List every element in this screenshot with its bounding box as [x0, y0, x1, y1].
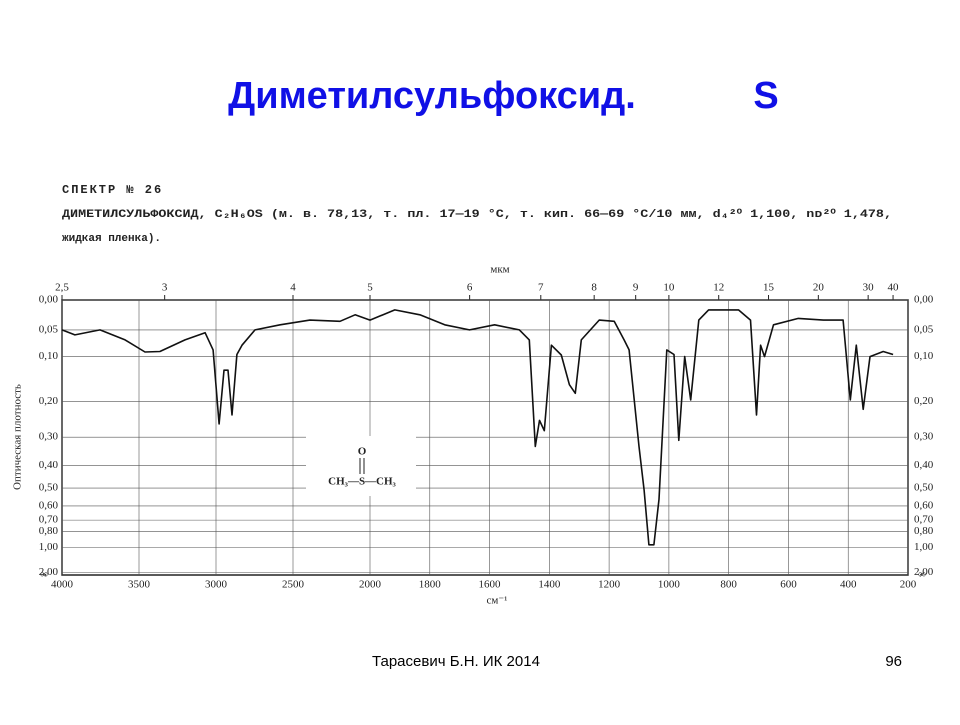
- top-axis-label: мкм: [490, 264, 509, 276]
- top-tick-label: 8: [591, 282, 597, 294]
- top-tick-label: 15: [763, 282, 775, 294]
- top-tick-label: 2,5: [55, 282, 69, 294]
- x-tick-label: 1200: [598, 579, 621, 591]
- y-tick-label: 1,00: [39, 541, 59, 553]
- y-tick-label: 0,70: [39, 514, 59, 526]
- x-tick-label: 600: [780, 579, 797, 591]
- y-tick-label: 0,40: [39, 459, 59, 471]
- y-tick-label: 0,60: [39, 499, 59, 511]
- y-tick-label-right: 0,10: [914, 350, 934, 362]
- y-tick-label-right: 0,60: [914, 499, 934, 511]
- x-tick-label: 2500: [282, 579, 305, 591]
- y-bottom-label: ∞: [40, 569, 48, 581]
- top-tick-label: 30: [863, 282, 875, 294]
- x-tick-label: 3000: [205, 579, 228, 591]
- x-tick-label: 1400: [538, 579, 561, 591]
- x-tick-label: 800: [720, 579, 737, 591]
- y-tick-label-right: 0,30: [914, 431, 934, 443]
- x-tick-label: 400: [840, 579, 857, 591]
- y-tick-label: 0,30: [39, 431, 59, 443]
- y-tick-label-right: 1,00: [914, 541, 934, 553]
- y-tick-label: 0,20: [39, 395, 59, 407]
- caption-line: жидкая пленка).: [62, 233, 161, 245]
- structure-box: [306, 436, 416, 496]
- top-tick-label: 4: [290, 282, 296, 294]
- top-tick-label: 6: [467, 282, 473, 294]
- y-tick-label-right: 2,00: [914, 566, 934, 578]
- x-axis-label: см⁻¹: [487, 595, 508, 607]
- footer-page: 96: [885, 653, 902, 670]
- spectrum-line: [61, 309, 894, 546]
- y-tick-label-right: 0,00: [914, 294, 934, 306]
- y-tick-label-right: 0,40: [914, 459, 934, 471]
- plot-frame: [61, 299, 909, 576]
- structure-oxygen: O: [358, 446, 367, 458]
- title-symbol: S: [753, 75, 778, 117]
- y-tick-label: 0,00: [39, 294, 59, 306]
- top-tick-label: 10: [663, 282, 675, 294]
- y-tick-label-right: 0,80: [914, 525, 934, 537]
- top-tick-label: 40: [888, 282, 900, 294]
- y-bottom-label-right: ∞: [918, 569, 926, 581]
- top-tick-label: 9: [633, 282, 639, 294]
- x-tick-label: 2000: [359, 579, 382, 591]
- x-tick-label: 3500: [128, 579, 151, 591]
- y-tick-label: 0,10: [39, 350, 59, 362]
- y-tick-label: 0,50: [39, 482, 59, 494]
- y-axis-label: Оптическая плотность: [12, 384, 24, 490]
- caption-line: ДИМЕТИЛСУЛЬФОКСИД, C₂H₆OS (м. в. 78,13, …: [62, 208, 892, 221]
- y-tick-label: 0,80: [39, 525, 59, 537]
- x-tick-label: 1000: [658, 579, 681, 591]
- y-tick-label-right: 0,50: [914, 482, 934, 494]
- x-tick-label: 1800: [419, 579, 442, 591]
- top-tick-label: 12: [713, 282, 724, 294]
- y-tick-label-right: 0,20: [914, 395, 934, 407]
- top-tick-label: 3: [162, 282, 168, 294]
- top-tick-label: 20: [813, 282, 825, 294]
- structure-formula: CH₃—S—CH₃: [328, 476, 396, 488]
- y-tick-label-right: 0,05: [914, 323, 934, 335]
- x-tick-label: 4000: [51, 579, 74, 591]
- y-tick-label: 2,00: [39, 566, 59, 578]
- x-tick-label: 200: [900, 579, 917, 591]
- y-tick-label-right: 0,70: [914, 514, 934, 526]
- top-tick-label: 5: [367, 282, 373, 294]
- title: Диметилсульфоксид.: [228, 75, 636, 117]
- top-tick-label: 7: [538, 282, 544, 294]
- footer-author: Тарасевич Б.Н. ИК 2014: [372, 653, 540, 670]
- x-tick-label: 1600: [479, 579, 502, 591]
- caption-line: СПЕКТР № 26: [62, 183, 163, 197]
- y-tick-label: 0,05: [39, 323, 59, 335]
